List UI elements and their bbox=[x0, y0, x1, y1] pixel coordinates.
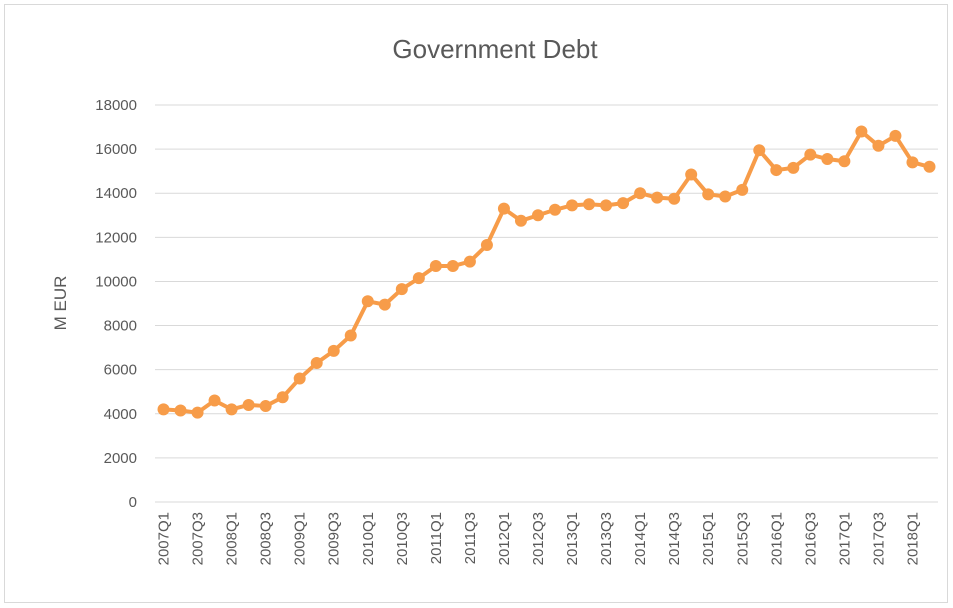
marker bbox=[770, 164, 783, 177]
marker bbox=[259, 400, 272, 413]
marker bbox=[889, 129, 902, 142]
marker bbox=[566, 199, 579, 212]
marker bbox=[242, 398, 255, 411]
marker bbox=[174, 404, 187, 417]
x-tick-label: 2016Q3 bbox=[802, 512, 819, 565]
x-tick-label: 2013Q1 bbox=[564, 512, 581, 565]
marker bbox=[872, 139, 885, 152]
marker bbox=[429, 260, 442, 273]
marker bbox=[685, 168, 698, 181]
marker bbox=[276, 391, 289, 404]
marker bbox=[395, 283, 408, 296]
marker bbox=[480, 239, 493, 252]
marker bbox=[191, 406, 204, 419]
marker bbox=[651, 191, 664, 204]
x-tick-label: 2013Q3 bbox=[598, 512, 615, 565]
x-tick-label: 2008Q3 bbox=[258, 512, 275, 565]
y-tick-label: 6000 bbox=[104, 362, 137, 379]
marker bbox=[344, 329, 357, 342]
marker bbox=[225, 403, 238, 416]
y-tick-label: 12000 bbox=[95, 229, 137, 246]
x-tick-label: 2017Q3 bbox=[870, 512, 887, 565]
marker bbox=[463, 255, 476, 268]
marker bbox=[600, 199, 613, 212]
chart-title: Government Debt bbox=[392, 34, 598, 64]
marker bbox=[668, 192, 681, 205]
x-tick-label: 2016Q1 bbox=[768, 512, 785, 565]
marker bbox=[412, 272, 425, 285]
x-tick-label: 2008Q1 bbox=[224, 512, 241, 565]
marker bbox=[855, 125, 868, 138]
marker bbox=[514, 214, 527, 227]
x-tick-label: 2011Q3 bbox=[462, 512, 479, 564]
marker bbox=[361, 295, 374, 308]
marker bbox=[787, 161, 800, 174]
marker bbox=[906, 156, 919, 169]
y-tick-label: 8000 bbox=[104, 318, 137, 335]
marker bbox=[821, 153, 834, 166]
marker bbox=[310, 357, 323, 370]
x-tick-label: 2014Q1 bbox=[632, 512, 649, 565]
y-axis-label: M EUR bbox=[51, 276, 70, 331]
marker bbox=[804, 148, 817, 161]
x-tick-label: 2015Q1 bbox=[700, 512, 717, 565]
marker bbox=[634, 187, 647, 200]
marker bbox=[208, 394, 221, 407]
x-tick-label: 2010Q3 bbox=[394, 512, 411, 565]
line bbox=[163, 129, 930, 415]
marker bbox=[583, 198, 596, 211]
marker bbox=[753, 144, 766, 157]
y-tick-label: 10000 bbox=[95, 273, 137, 290]
x-tick-label: 2007Q3 bbox=[190, 512, 207, 565]
marker bbox=[736, 183, 749, 196]
x-tick-label: 2010Q1 bbox=[360, 512, 377, 565]
x-tick-label: 2018Q1 bbox=[904, 512, 921, 565]
y-tick-label: 16000 bbox=[95, 141, 137, 158]
marker bbox=[549, 203, 562, 216]
y-tick-label: 0 bbox=[129, 494, 137, 511]
y-tick-label: 2000 bbox=[104, 450, 137, 467]
marker bbox=[157, 403, 170, 416]
marker bbox=[719, 190, 732, 203]
y-tick-label: 4000 bbox=[104, 406, 137, 423]
marker bbox=[531, 209, 544, 222]
marker bbox=[497, 202, 510, 215]
marker bbox=[446, 260, 459, 273]
x-tick-label: 2009Q1 bbox=[292, 512, 309, 565]
x-tick-label: 2014Q3 bbox=[666, 512, 683, 565]
y-tick-label: 18000 bbox=[95, 97, 137, 114]
marker bbox=[617, 197, 630, 210]
x-tick-label: 2009Q3 bbox=[326, 512, 343, 565]
marker bbox=[327, 344, 340, 357]
marker bbox=[293, 372, 306, 385]
x-tick-label: 2011Q1 bbox=[428, 512, 445, 564]
marker bbox=[838, 155, 851, 168]
x-tick-label: 2012Q3 bbox=[530, 512, 547, 565]
marker bbox=[923, 160, 936, 173]
x-tick-label: 2015Q3 bbox=[734, 512, 751, 565]
chart-border bbox=[4, 4, 948, 603]
x-tick-label: 2012Q1 bbox=[496, 512, 513, 565]
marker bbox=[702, 188, 715, 201]
x-tick-label: 2017Q1 bbox=[836, 512, 853, 565]
x-tick-label: 2007Q1 bbox=[156, 512, 173, 565]
marker bbox=[378, 298, 391, 311]
y-tick-label: 14000 bbox=[95, 185, 137, 202]
